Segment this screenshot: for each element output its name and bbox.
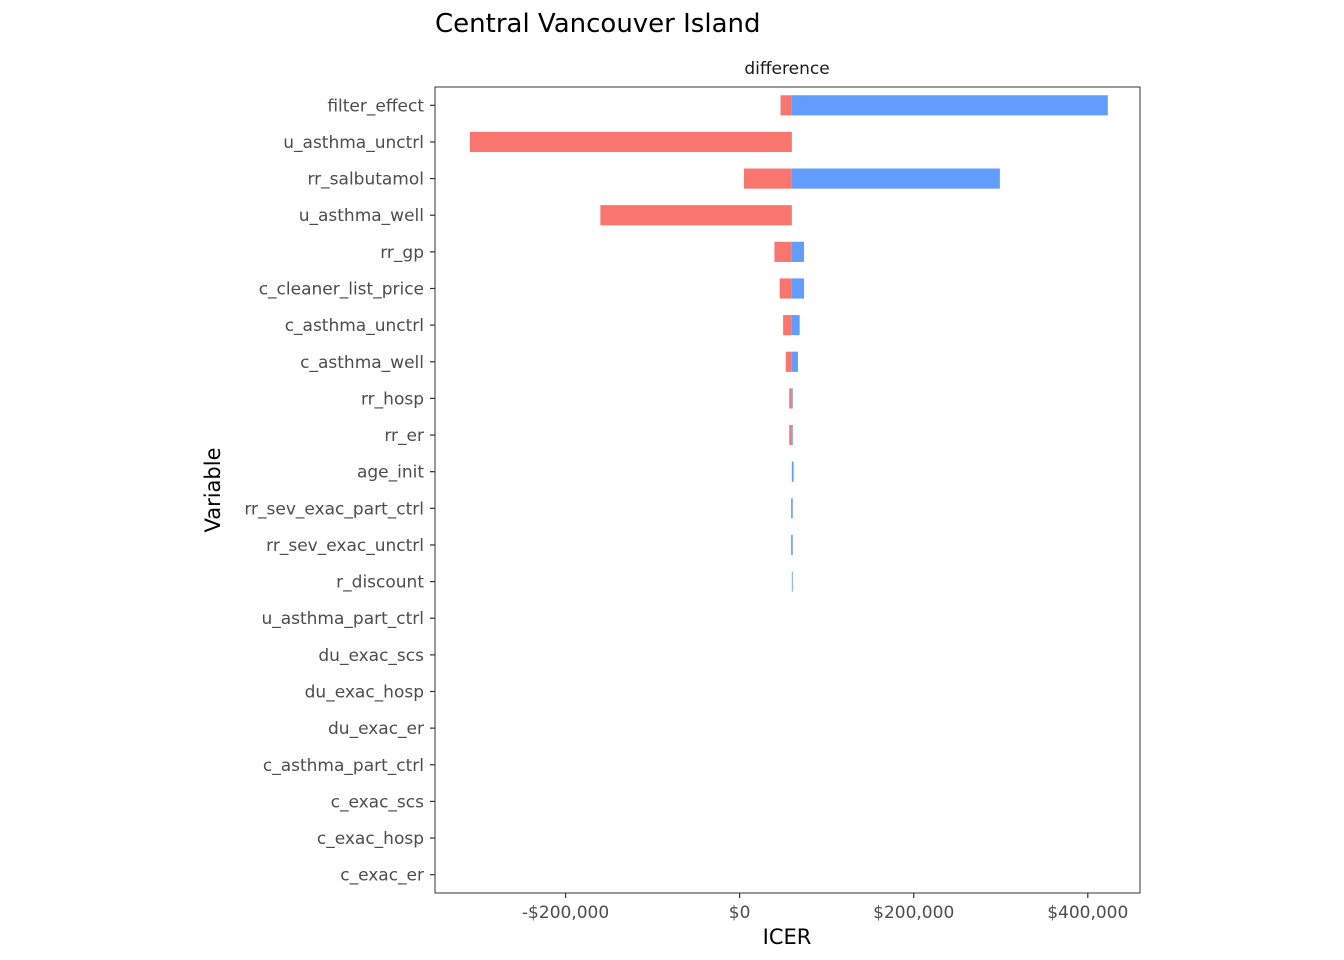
y-tick-label-c-cleaner-list-price: c_cleaner_list_price: [259, 280, 424, 300]
bar-low-rr-er: [789, 424, 792, 446]
bar-low-rr-sev-exac-unctrl: [790, 534, 792, 556]
y-tick-label-rr-hosp: rr_hosp: [361, 389, 424, 409]
bar-low-c-asthma-well: [785, 351, 792, 372]
y-tick-label-u-asthma-part-ctrl: u_asthma_part_ctrl: [261, 609, 424, 629]
bar-low-c-cleaner-list-price: [779, 278, 792, 299]
y-tick-label-age-init: age_init: [357, 463, 424, 483]
x-tick-label: -$200,000: [522, 903, 609, 923]
bar-high-c-asthma-well: [791, 351, 798, 372]
y-tick-label-c-asthma-well: c_asthma_well: [300, 353, 424, 373]
bar-high-filter-effect: [791, 95, 1108, 116]
y-axis-title: Variable: [201, 447, 225, 532]
bar-low-u-asthma-well: [600, 205, 792, 226]
bar-low-rr-sev-exac-part-ctrl: [790, 498, 792, 519]
y-tick-label-du-exac-scs: du_exac_scs: [318, 646, 424, 666]
bar-low-u-asthma-unctrl: [469, 131, 792, 153]
y-tick-label-u-asthma-unctrl: u_asthma_unctrl: [283, 133, 424, 153]
y-tick-label-c-exac-er: c_exac_er: [340, 866, 424, 886]
bar-low-rr-hosp: [789, 388, 792, 409]
bar-high-c-cleaner-list-price: [791, 278, 805, 299]
y-tick-label-u-asthma-well: u_asthma_well: [299, 206, 424, 226]
y-tick-label-rr-sev-exac-part-ctrl: rr_sev_exac_part_ctrl: [244, 499, 424, 519]
chart-title: Central Vancouver Island: [435, 9, 760, 39]
bar-high-r-discount: [791, 571, 793, 592]
y-tick-label-c-exac-hosp: c_exac_hosp: [317, 829, 424, 849]
x-axis-title: ICER: [763, 925, 812, 949]
x-tick-label: $0: [729, 903, 751, 923]
bar-high-rr-sev-exac-part-ctrl: [791, 498, 793, 519]
y-axis: filter_effect u_asthma_unctrl rr_salbutamo…: [244, 96, 435, 886]
y-tick-label-c-exac-scs: c_exac_scs: [331, 792, 425, 812]
bar-high-rr-hosp: [791, 388, 793, 409]
y-tick-label-rr-salbutamol: rr_salbutamol: [307, 170, 424, 190]
y-tick-label-rr-gp: rr_gp: [380, 243, 424, 263]
bar-high-c-asthma-unctrl: [791, 315, 800, 336]
y-tick-label-r-discount: r_discount: [336, 573, 424, 593]
bar-high-rr-er: [791, 424, 793, 446]
bar-low-rr-salbutamol: [743, 168, 792, 189]
bar-low-filter-effect: [780, 95, 792, 116]
bar-high-rr-salbutamol: [791, 168, 1000, 189]
bar-low-rr-gp: [774, 241, 792, 262]
panel-border: [434, 86, 1141, 894]
y-tick-label-c-asthma-unctrl: c_asthma_unctrl: [285, 316, 424, 336]
facet-strip-label: difference: [744, 59, 829, 79]
bar-high-age-init: [791, 461, 794, 482]
y-tick-label-du-exac-hosp: du_exac_hosp: [305, 683, 424, 703]
y-tick-label-du-exac-er: du_exac_er: [328, 719, 424, 739]
y-tick-label-c-asthma-part-ctrl: c_asthma_part_ctrl: [263, 756, 424, 776]
x-axis: -$200,000 $0 $200,000 $400,000: [522, 893, 1128, 923]
y-tick-label-rr-er: rr_er: [384, 426, 424, 446]
bar-high-rr-gp: [791, 241, 805, 262]
bar-high-rr-sev-exac-unctrl: [791, 534, 793, 556]
bars-layer: [469, 95, 1108, 592]
y-tick-label-rr-sev-exac-unctrl: rr_sev_exac_unctrl: [266, 536, 424, 556]
x-tick-label: $400,000: [1047, 903, 1128, 923]
y-tick-label-filter-effect: filter_effect: [327, 96, 424, 116]
x-tick-label: $200,000: [873, 903, 954, 923]
bar-low-c-asthma-unctrl: [783, 315, 792, 336]
